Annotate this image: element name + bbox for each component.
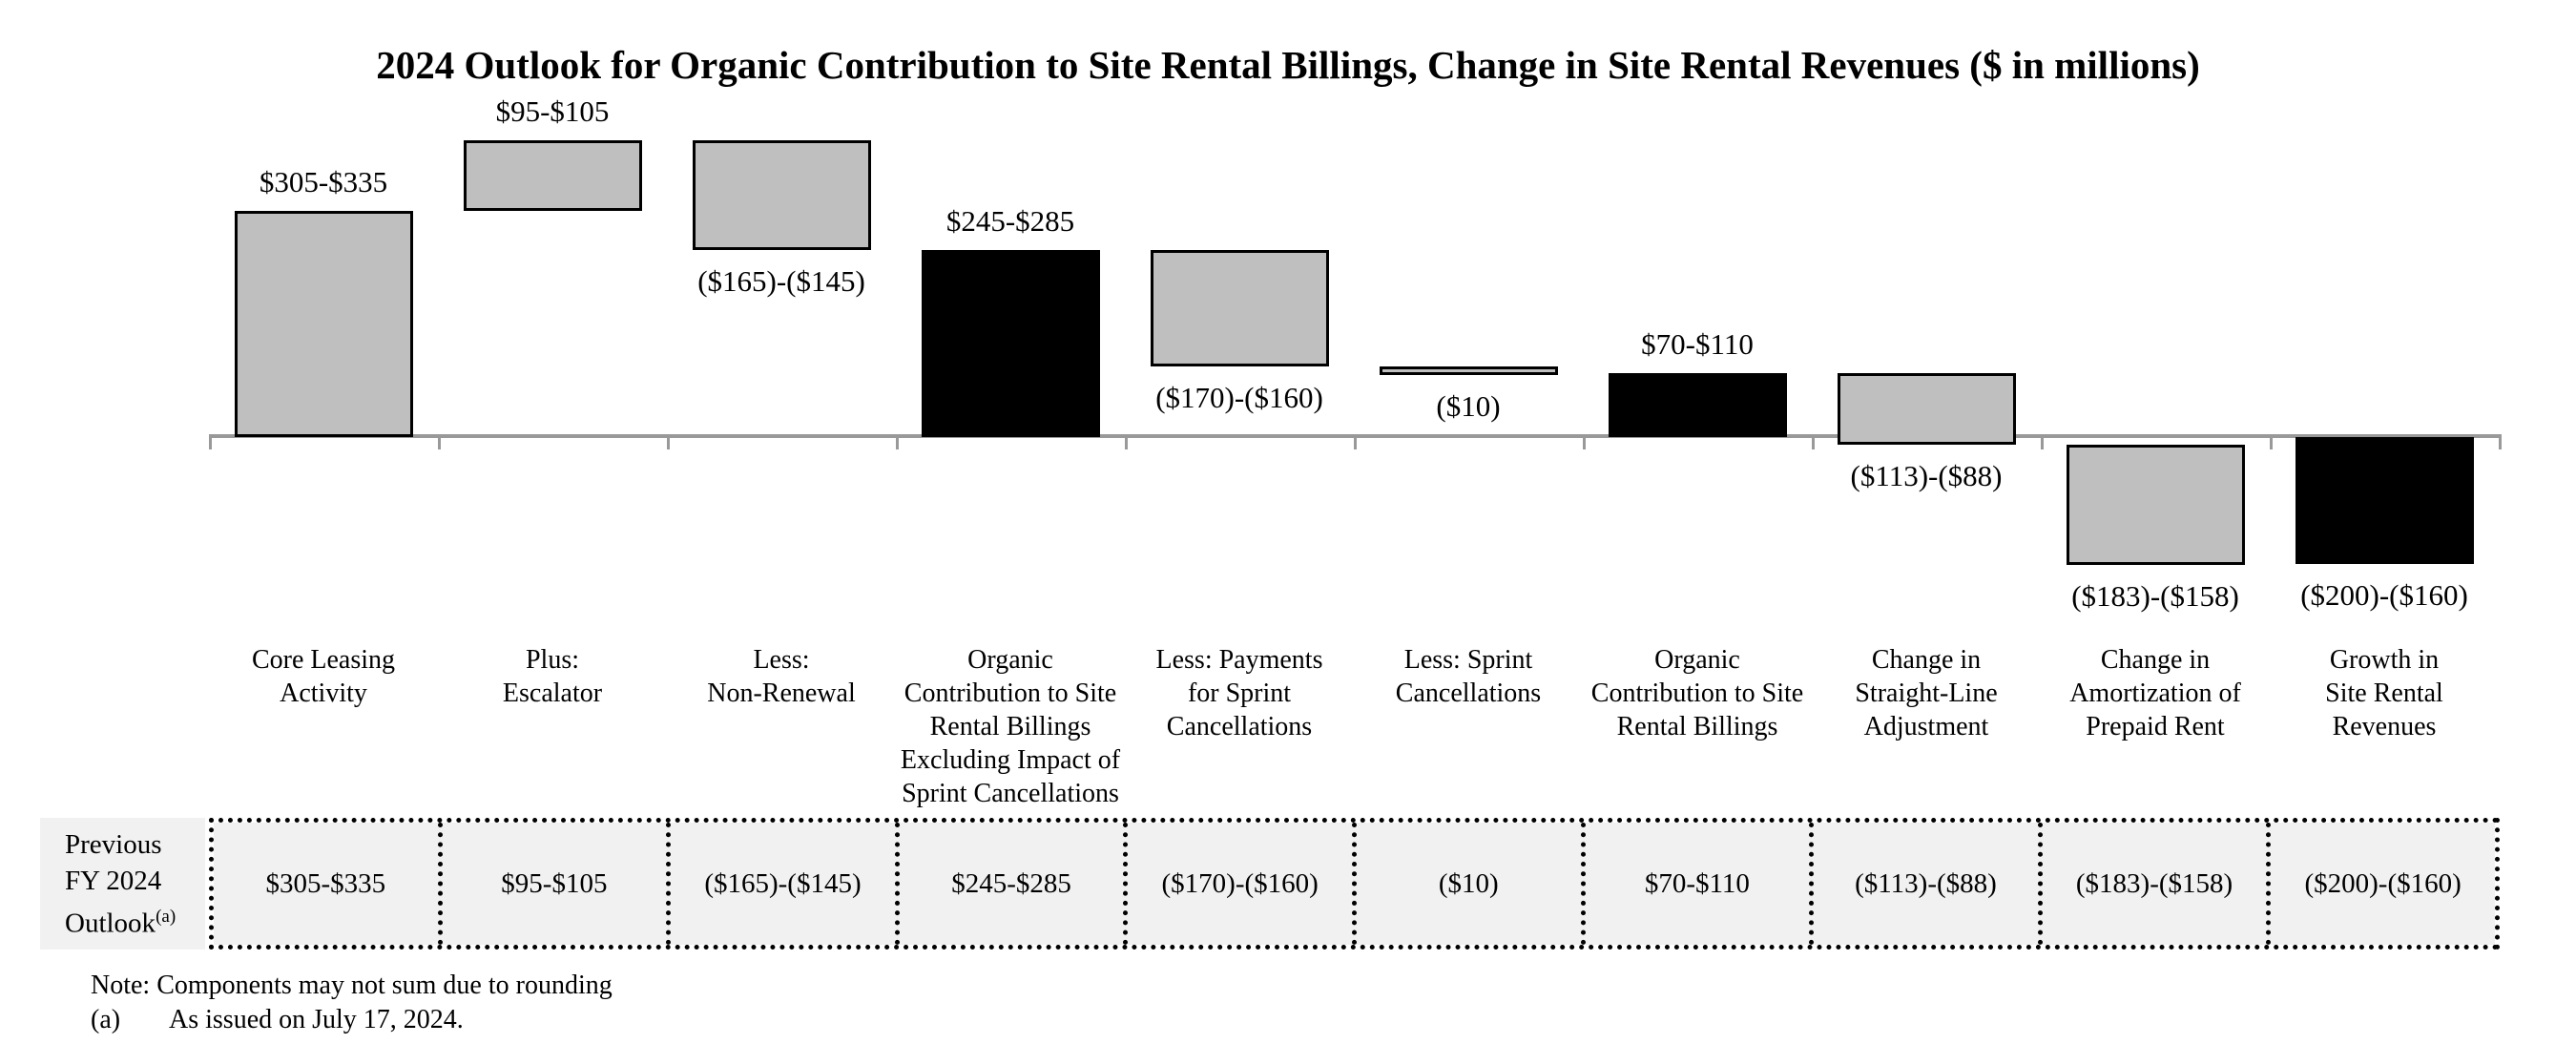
waterfall-bar bbox=[463, 140, 642, 212]
axis-tick bbox=[2041, 434, 2044, 449]
waterfall-bar bbox=[1837, 373, 2016, 445]
bar-value-label: $305-$335 bbox=[259, 165, 388, 199]
table-cell: ($165)-($145) bbox=[671, 823, 900, 945]
axis-tick bbox=[667, 434, 670, 449]
axis-tick bbox=[2270, 434, 2273, 449]
row-header-line: FY 2024 bbox=[65, 865, 162, 896]
table-row-header: Previous FY 2024 Outlook(a) bbox=[40, 818, 205, 950]
axis-tick bbox=[896, 434, 899, 449]
table-cell: ($170)-($160) bbox=[1128, 823, 1357, 945]
footnote: (a) As issued on July 17, 2024. bbox=[91, 1004, 613, 1036]
table-cell: $70-$110 bbox=[1585, 823, 1815, 945]
category-label: Change in Amortization of Prepaid Rent bbox=[2069, 645, 2241, 741]
category-label: Less: Payments for Sprint Cancellations bbox=[1155, 645, 1323, 741]
waterfall-bar bbox=[2295, 437, 2474, 565]
bar-value-label: $95-$105 bbox=[495, 94, 610, 129]
footnote-text: As issued on July 17, 2024. bbox=[169, 1005, 464, 1034]
category-label: Growth in Site Rental Revenues bbox=[2325, 645, 2443, 741]
waterfall-bar bbox=[2066, 444, 2245, 565]
table-cell: $245-$285 bbox=[899, 823, 1129, 945]
category-label: Core Leasing Activity bbox=[251, 645, 396, 708]
axis-tick bbox=[209, 434, 212, 449]
bar-value-label: $70-$110 bbox=[1641, 327, 1754, 362]
rounding-note: Note: Components may not sum due to roun… bbox=[91, 971, 613, 1000]
table-cell: $95-$105 bbox=[442, 823, 672, 945]
category-label: Plus: Escalator bbox=[502, 645, 603, 708]
category-label: Change in Straight-Line Adjustment bbox=[1855, 645, 1998, 741]
row-header-line: Previous bbox=[65, 828, 162, 860]
bar-value-label: $245-$285 bbox=[945, 203, 1075, 238]
waterfall-bar bbox=[921, 249, 1100, 437]
table-cell: ($113)-($88) bbox=[1814, 823, 2043, 945]
waterfall-bar bbox=[234, 211, 413, 437]
category-label: Organic Contribution to Site Rental Bill… bbox=[1590, 645, 1804, 741]
table-cell: ($200)-($160) bbox=[2271, 823, 2495, 945]
axis-tick bbox=[1583, 434, 1586, 449]
axis-tick bbox=[438, 434, 441, 449]
footnote-superscript: (a) bbox=[156, 906, 177, 927]
outlook-table: $305-$335 $95-$105 ($165)-($145) $245-$285(… bbox=[209, 818, 2500, 950]
bar-value-label: ($200)-($160) bbox=[2300, 578, 2468, 613]
bar-value-label: ($10) bbox=[1436, 389, 1501, 423]
table-cell: $305-$335 bbox=[214, 823, 443, 945]
waterfall-bar bbox=[1150, 249, 1329, 366]
axis-tick bbox=[1354, 434, 1357, 449]
waterfall-bar bbox=[1379, 366, 1558, 375]
row-header-line: Outlook(a) bbox=[65, 906, 177, 939]
waterfall-bar bbox=[1608, 373, 1787, 437]
axis-tick bbox=[1125, 434, 1128, 449]
axis-tick bbox=[2499, 434, 2502, 449]
footnote-marker: (a) bbox=[91, 1005, 121, 1034]
category-label: Less: Sprint Cancellations bbox=[1395, 645, 1542, 708]
waterfall-bar bbox=[692, 140, 871, 250]
bar-value-label: ($183)-($158) bbox=[2071, 578, 2239, 613]
table-cell: ($10) bbox=[1356, 823, 1586, 945]
category-label: Organic Contribution to Site Rental Bill… bbox=[900, 645, 1121, 808]
notes-block: Note: Components may not sum due to roun… bbox=[91, 970, 613, 1036]
table-cell: ($183)-($158) bbox=[2042, 823, 2272, 945]
category-label: Less: Non-Renewal bbox=[707, 645, 856, 708]
bar-value-label: ($113)-($88) bbox=[1850, 458, 2003, 492]
axis-tick bbox=[1812, 434, 1815, 449]
chart-title: 2024 Outlook for Organic Contribution to… bbox=[376, 43, 2200, 87]
bar-value-label: ($165)-($145) bbox=[697, 263, 865, 298]
bar-value-label: ($170)-($160) bbox=[1155, 381, 1323, 414]
